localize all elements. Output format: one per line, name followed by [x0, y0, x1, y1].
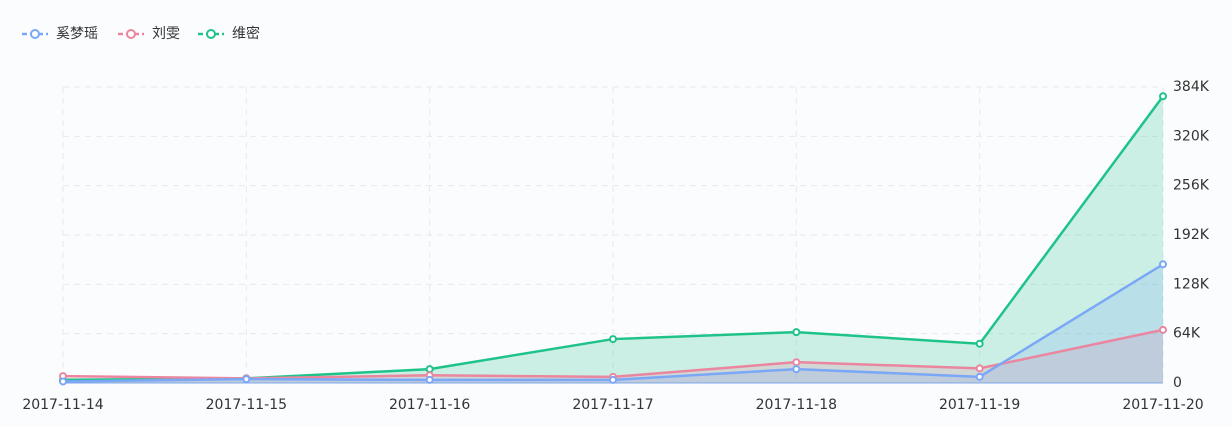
data-point: [792, 358, 801, 367]
x-tick-label: 2017-11-19: [939, 397, 1020, 413]
data-point: [975, 364, 984, 373]
x-tick-label: 2017-11-16: [389, 397, 470, 413]
y-tick-label: 0: [1173, 375, 1182, 391]
y-tick-label: 384K: [1173, 79, 1210, 95]
data-point: [59, 377, 67, 386]
y-tick-label: 256K: [1173, 178, 1210, 194]
y-tick-label: 128K: [1173, 276, 1210, 292]
data-point: [609, 335, 617, 344]
data-point: [792, 365, 801, 374]
y-tick-label: 64K: [1173, 326, 1201, 342]
legend-marker: [206, 29, 216, 39]
series-area: [63, 264, 1163, 383]
legend-label: 刘雯: [152, 26, 180, 42]
data-point: [242, 375, 251, 384]
data-point: [425, 365, 434, 374]
legend-marker: [126, 29, 136, 39]
data-point: [1159, 325, 1167, 334]
data-point: [609, 375, 617, 384]
data-point: [975, 339, 984, 348]
x-tick-label: 2017-11-15: [206, 397, 287, 413]
x-tick-label: 2017-11-17: [572, 397, 653, 413]
y-tick-label: 320K: [1173, 128, 1210, 144]
data-point: [1159, 260, 1167, 269]
legend-label: 奚梦瑶: [56, 26, 98, 42]
legend-marker: [30, 29, 40, 39]
legend-label: 维密: [232, 25, 260, 42]
x-tick-label: 2017-11-20: [1122, 397, 1203, 413]
data-point: [425, 375, 434, 384]
series-area: [63, 96, 1163, 383]
series-area: [63, 329, 1163, 383]
x-tick-label: 2017-11-14: [22, 397, 103, 413]
x-tick-label: 2017-11-18: [756, 397, 837, 413]
data-point: [792, 328, 801, 337]
data-point: [975, 372, 984, 381]
y-tick-label: 192K: [1173, 227, 1210, 243]
data-point: [1159, 92, 1167, 101]
